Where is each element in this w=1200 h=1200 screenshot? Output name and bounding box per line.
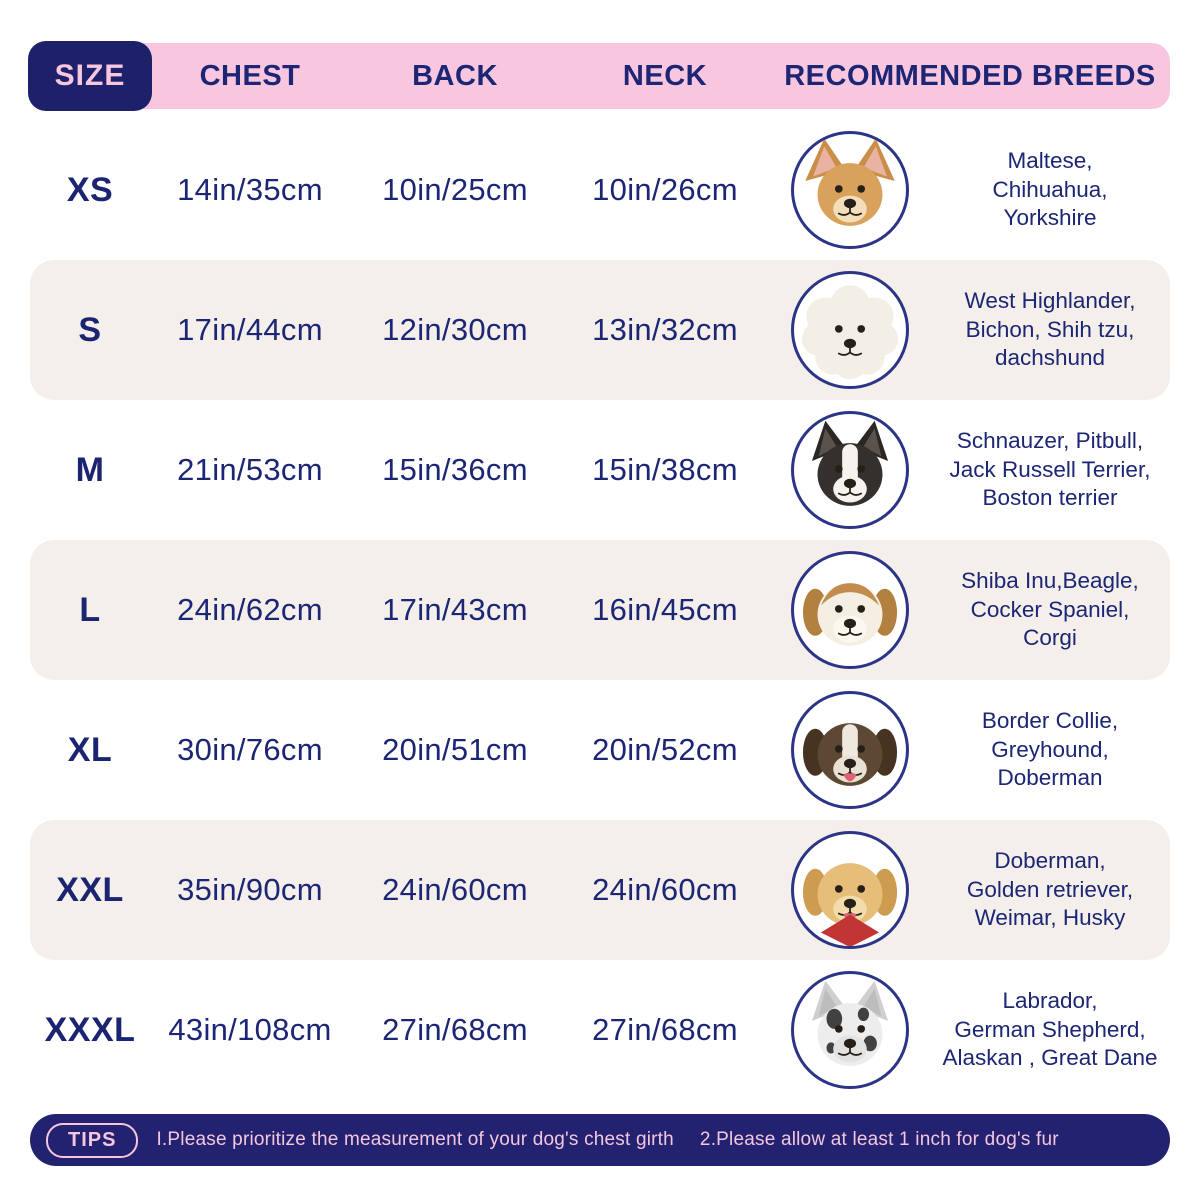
breed-line: Labrador, <box>1002 988 1098 1014</box>
chest-cell: 24in/62cm <box>177 592 323 627</box>
breed-line: Maltese, <box>1007 148 1093 174</box>
breed-line: Weimar, Husky <box>974 905 1126 931</box>
breeds-header: RECOMMENDED BREEDS <box>784 59 1156 92</box>
back-cell: 12in/30cm <box>382 312 528 347</box>
breed-line: Yorkshire <box>1003 205 1097 231</box>
size-cell: S <box>78 310 102 349</box>
breed-line: West Highlander, <box>964 288 1136 314</box>
table-row-l: L 24in/62cm 17in/43cm 16in/45cm Shiba In… <box>30 540 1170 680</box>
border-collie-photo <box>791 691 909 809</box>
table-row-xs: XS 14in/35cm 10in/25cm 10in/26cm Maltese… <box>30 120 1170 260</box>
photo-cell <box>770 971 930 1089</box>
chest-header: CHEST <box>199 59 301 92</box>
table-row-xl: XL 30in/76cm 20in/51cm 20in/52cm Border … <box>30 680 1170 820</box>
table-row-m: M 21in/53cm 15in/36cm 15in/38cm Schnauze… <box>30 400 1170 540</box>
table-row-s: S 17in/44cm 12in/30cm 13in/32cm West Hig… <box>30 260 1170 400</box>
breed-line: Schnauzer, Pitbull, <box>956 428 1144 454</box>
breed-line: Doberman <box>997 765 1103 791</box>
breeds-cell: Shiba Inu,Beagle, Cocker Spaniel, Corgi <box>930 567 1170 653</box>
tips-badge: TIPS <box>46 1122 139 1158</box>
golden-retriever-photo <box>791 831 909 949</box>
chest-cell: 21in/53cm <box>177 452 323 487</box>
breed-line: Alaskan , Great Dane <box>942 1045 1158 1071</box>
breed-line: Doberman, <box>994 848 1106 874</box>
photo-cell <box>770 271 930 389</box>
breeds-cell: Border Collie, Greyhound, Doberman <box>930 707 1170 793</box>
neck-cell: 13in/32cm <box>592 312 738 347</box>
breeds-cell: Schnauzer, Pitbull, Jack Russell Terrier,… <box>930 427 1170 513</box>
back-cell: 17in/43cm <box>382 592 528 627</box>
back-cell: 20in/51cm <box>382 732 528 767</box>
table-row-xxxl: XXXL 43in/108cm 27in/68cm 27in/68cm Labr… <box>30 960 1170 1100</box>
breed-line: Border Collie, <box>981 708 1119 734</box>
breeds-cell: Labrador, German Shepherd, Alaskan , Great… <box>930 987 1170 1073</box>
neck-cell: 27in/68cm <box>592 1012 738 1047</box>
neck-header: NECK <box>622 59 708 92</box>
tip-2-text: 2.Please allow at least 1 inch for dog's… <box>699 1129 1059 1150</box>
photo-cell <box>770 691 930 809</box>
chest-cell: 43in/108cm <box>168 1012 332 1047</box>
chest-cell: 14in/35cm <box>177 172 323 207</box>
size-cell: L <box>79 590 101 629</box>
tips-bar: TIPS I.Please prioritize the measurement… <box>30 1114 1170 1166</box>
breed-line: German Shepherd, <box>954 1016 1146 1042</box>
breed-line: Jack Russell Terrier, <box>949 456 1151 482</box>
chihuahua-photo <box>791 131 909 249</box>
breed-line: Corgi <box>1023 625 1077 651</box>
back-cell: 15in/36cm <box>382 452 528 487</box>
breed-line: Boston terrier <box>982 485 1118 511</box>
back-cell: 10in/25cm <box>382 172 528 207</box>
size-cell: XXL <box>56 870 124 909</box>
tip-1-text: I.Please prioritize the measurement of y… <box>156 1129 674 1150</box>
breed-line: dachshund <box>994 345 1106 371</box>
photo-cell <box>770 831 930 949</box>
breed-line: Greyhound, <box>991 736 1109 762</box>
size-cell: XXXL <box>44 1010 136 1049</box>
photo-cell <box>770 411 930 529</box>
table-row-xxl: XXL 35in/90cm 24in/60cm 24in/60cm Doberm… <box>30 820 1170 960</box>
bichon-photo <box>791 271 909 389</box>
size-table-rows: XS 14in/35cm 10in/25cm 10in/26cm Maltese… <box>30 120 1170 1100</box>
chest-cell: 35in/90cm <box>177 872 323 907</box>
breed-line: Cocker Spaniel, <box>970 596 1130 622</box>
great-dane-photo <box>791 971 909 1089</box>
neck-cell: 16in/45cm <box>592 592 738 627</box>
size-cell: XL <box>67 730 113 769</box>
breed-line: Golden retriever, <box>966 876 1134 902</box>
photo-cell <box>770 551 930 669</box>
photo-cell <box>770 131 930 249</box>
back-cell: 24in/60cm <box>382 872 528 907</box>
neck-cell: 15in/38cm <box>592 452 738 487</box>
size-cell: M <box>75 450 105 489</box>
breed-line: Bichon, Shih tzu, <box>965 316 1135 342</box>
back-header: BACK <box>412 59 498 92</box>
boston-terrier-photo <box>791 411 909 529</box>
size-cell: XS <box>66 170 114 209</box>
chest-cell: 17in/44cm <box>177 312 323 347</box>
neck-cell: 20in/52cm <box>592 732 738 767</box>
table-header: SIZE CHEST BACK NECK RECOMMENDED BREEDS <box>28 41 1170 111</box>
neck-cell: 24in/60cm <box>592 872 738 907</box>
back-cell: 27in/68cm <box>382 1012 528 1047</box>
breeds-cell: Maltese, Chihuahua, Yorkshire <box>930 147 1170 233</box>
beagle-photo <box>791 551 909 669</box>
chest-cell: 30in/76cm <box>177 732 323 767</box>
breed-line: Chihuahua, <box>992 176 1108 202</box>
neck-cell: 10in/26cm <box>592 172 738 207</box>
size-header-label: SIZE <box>54 59 126 92</box>
breeds-cell: Doberman, Golden retriever, Weimar, Husky <box>930 847 1170 933</box>
breed-line: Shiba Inu,Beagle, <box>961 568 1139 594</box>
size-header-badge: SIZE <box>28 41 152 111</box>
breeds-cell: West Highlander, Bichon, Shih tzu, dachshu… <box>930 287 1170 373</box>
